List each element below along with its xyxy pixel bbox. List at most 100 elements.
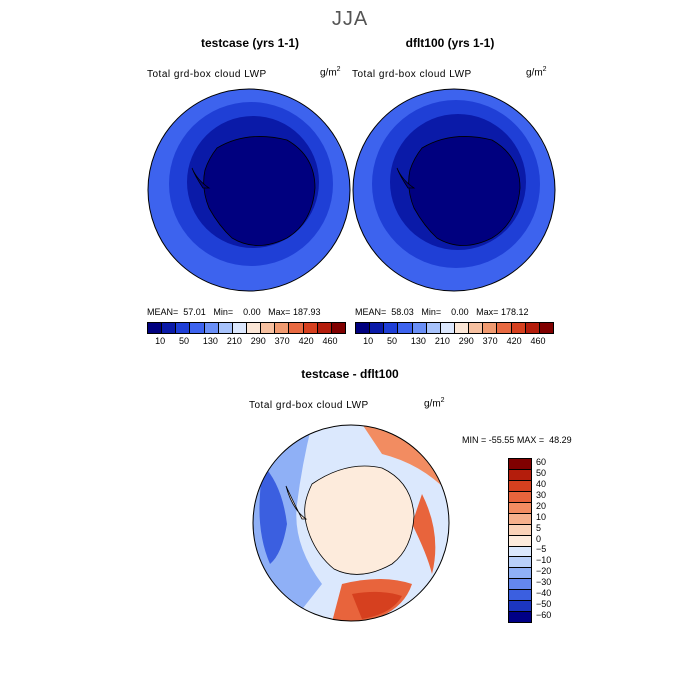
panel3-minmax: MIN = -55.55 MAX = 48.29 bbox=[462, 435, 572, 445]
colorbar-swatch bbox=[497, 323, 512, 333]
panel2-map bbox=[352, 88, 556, 292]
panel2-title: dflt100 (yrs 1-1) bbox=[405, 36, 495, 50]
colorbar-tick-label: 460 bbox=[322, 336, 338, 346]
panel1-title: testcase (yrs 1-1) bbox=[200, 36, 300, 50]
colorbar-swatch bbox=[412, 323, 427, 333]
colorbar-swatch bbox=[509, 568, 531, 580]
colorbar-swatch bbox=[303, 323, 318, 333]
figure-title: JJA bbox=[331, 8, 369, 30]
colorbar-swatch bbox=[176, 323, 191, 333]
colorbar-swatch bbox=[509, 612, 531, 623]
colorbar-swatch bbox=[317, 323, 332, 333]
colorbar-level-label: 0 bbox=[536, 533, 542, 544]
panel1-stats: MEAN= 57.01 Min= 0.00 Max= 187.93 bbox=[147, 307, 321, 317]
colorbar-swatch bbox=[509, 557, 531, 569]
colorbar-swatch bbox=[509, 502, 531, 514]
colorbar-swatch bbox=[509, 491, 531, 503]
colorbar-level-label: −40 bbox=[536, 587, 552, 598]
panel3-title: testcase - dflt100 bbox=[301, 367, 399, 381]
colorbar-swatch bbox=[509, 579, 531, 591]
colorbar-swatch bbox=[370, 323, 385, 333]
colorbar-swatch bbox=[204, 323, 219, 333]
colorbar-swatch bbox=[218, 323, 233, 333]
panel2-antarctica bbox=[408, 136, 521, 246]
colorbar-tick-label: 130 bbox=[410, 336, 426, 346]
colorbar-tick-label: 50 bbox=[178, 336, 189, 346]
panel3-west-darkblue bbox=[259, 464, 287, 564]
colorbar-level-label: 10 bbox=[536, 511, 547, 522]
colorbar-swatch bbox=[162, 323, 177, 333]
panel1-peninsula bbox=[191, 167, 211, 189]
colorbar-tick-label: 10 bbox=[155, 336, 166, 346]
panel2-units: g/m2 bbox=[526, 66, 547, 79]
colorbar-swatch bbox=[275, 323, 290, 333]
colorbar-swatch bbox=[356, 323, 371, 333]
colorbar-swatch bbox=[261, 323, 276, 333]
colorbar-tick-label: 210 bbox=[226, 336, 242, 346]
colorbar-swatch bbox=[539, 323, 553, 333]
panel3-units: g/m2 bbox=[424, 397, 445, 410]
colorbar-level-label: 40 bbox=[536, 479, 547, 490]
colorbar-swatch bbox=[509, 459, 531, 470]
colorbar-swatch bbox=[190, 323, 205, 333]
colorbar-swatch bbox=[454, 323, 470, 333]
colorbar-swatch bbox=[426, 323, 441, 333]
panel3-antarctica bbox=[304, 465, 415, 575]
colorbar-swatch bbox=[509, 480, 531, 492]
colorbar-tick-label: 420 bbox=[506, 336, 522, 346]
colorbar-swatch bbox=[246, 323, 262, 333]
panel3-peninsula bbox=[285, 485, 308, 520]
panel2-peninsula bbox=[396, 167, 416, 189]
colorbar-level-label: −50 bbox=[536, 598, 552, 609]
colorbar-swatch bbox=[398, 323, 413, 333]
panel3-bottom-orange bbox=[352, 591, 402, 619]
colorbar-tick-label: 210 bbox=[434, 336, 450, 346]
panel3-map bbox=[252, 424, 450, 622]
colorbar-level-label: −5 bbox=[536, 544, 547, 555]
colorbar-tick-label: 50 bbox=[386, 336, 397, 346]
panel1-units: g/m2 bbox=[320, 66, 341, 79]
colorbar-level-label: −60 bbox=[536, 609, 552, 620]
colorbar-tick-label: 370 bbox=[482, 336, 498, 346]
colorbar-swatch bbox=[509, 590, 531, 602]
panel3-east-red bbox=[412, 494, 436, 574]
colorbar-swatch bbox=[440, 323, 455, 333]
colorbar-swatch bbox=[331, 323, 345, 333]
colorbar-level-label: −10 bbox=[536, 555, 552, 566]
panel2-colorbar bbox=[355, 322, 554, 334]
colorbar-swatch bbox=[525, 323, 540, 333]
colorbar-swatch bbox=[289, 323, 304, 333]
colorbar-tick-label: 10 bbox=[363, 336, 374, 346]
colorbar-swatch bbox=[509, 546, 531, 558]
colorbar-tick-label: 130 bbox=[202, 336, 218, 346]
panel2-variable: Total grd-box cloud LWP bbox=[352, 69, 472, 80]
panel1-antarctica bbox=[203, 136, 316, 246]
colorbar-swatch bbox=[509, 535, 531, 547]
colorbar-tick-label: 290 bbox=[458, 336, 474, 346]
colorbar-swatch bbox=[509, 601, 531, 613]
panel2-stats: MEAN= 58.03 Min= 0.00 Max= 178.12 bbox=[355, 307, 529, 317]
colorbar-swatch bbox=[148, 323, 163, 333]
colorbar-level-label: 5 bbox=[536, 522, 542, 533]
panel3-variable: Total grd-box cloud LWP bbox=[249, 400, 369, 411]
colorbar-swatch bbox=[509, 469, 531, 481]
panel1-map bbox=[147, 88, 351, 292]
colorbar-level-label: −30 bbox=[536, 576, 552, 587]
colorbar-tick-label: 420 bbox=[298, 336, 314, 346]
colorbar-swatch bbox=[483, 323, 498, 333]
colorbar-level-label: 20 bbox=[536, 500, 547, 511]
panel1-variable: Total grd-box cloud LWP bbox=[147, 69, 267, 80]
colorbar-swatch bbox=[509, 524, 531, 536]
colorbar-level-label: 30 bbox=[536, 490, 547, 501]
colorbar-tick-label: 460 bbox=[530, 336, 546, 346]
panel1-colorbar bbox=[147, 322, 346, 334]
colorbar-swatch bbox=[469, 323, 484, 333]
colorbar-level-label: −20 bbox=[536, 566, 552, 577]
colorbar-swatch bbox=[511, 323, 526, 333]
colorbar-swatch bbox=[232, 323, 247, 333]
panel3-colorbar bbox=[508, 458, 532, 623]
colorbar-level-label: 60 bbox=[536, 457, 547, 468]
colorbar-level-label: 50 bbox=[536, 468, 547, 479]
colorbar-swatch bbox=[384, 323, 399, 333]
colorbar-swatch bbox=[509, 513, 531, 525]
